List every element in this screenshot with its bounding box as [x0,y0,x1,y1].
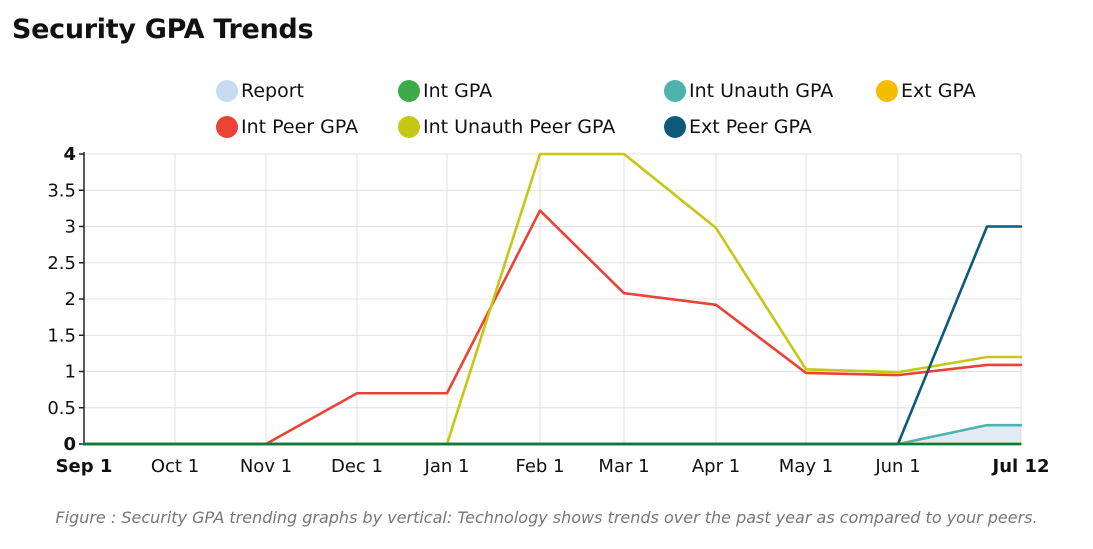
legend-item-report[interactable]: Report [216,80,304,102]
x-tick-label: Oct 1 [151,456,199,477]
y-tick-label: 3.5 [47,180,76,201]
legend-swatch-icon [398,80,420,102]
x-tick-label: Feb 1 [515,456,564,477]
legend-swatch-icon [664,116,686,138]
y-tick-label: 0 [63,434,76,455]
legend-label: Ext GPA [901,80,976,102]
series-int-peer-gpa-line [82,209,1023,446]
figure-caption: Figure : Security GPA trending graphs by… [55,508,1038,527]
legend-item-int-unauth-gpa[interactable]: Int Unauth GPA [664,80,833,102]
legend-swatch-icon [664,80,686,102]
y-tick-label: 0.5 [47,398,76,419]
x-tick-label: Mar 1 [598,456,649,477]
legend-item-ext-peer-gpa[interactable]: Ext Peer GPA [664,116,812,138]
x-tick-label: Apr 1 [692,456,740,477]
x-tick-label: Sep 1 [56,456,113,477]
legend-swatch-icon [876,80,898,102]
legend-label: Report [241,80,304,102]
legend-item-ext-gpa[interactable]: Ext GPA [876,80,976,102]
legend-swatch-icon [216,80,238,102]
gpa-trend-chart: 0 0.5 1 1.5 2 2.5 3 3.5 4 Sep 1 Oct 1 Nov 1 Dec 1 Jan… [47,144,1050,477]
legend-item-int-peer-gpa[interactable]: Int Peer GPA [216,116,358,138]
legend-item-int-gpa[interactable]: Int GPA [398,80,492,102]
legend-label: Int GPA [423,80,493,102]
page-title: Security GPA Trends [12,14,314,45]
legend-label: Int Unauth Peer GPA [423,116,616,138]
x-tick-label: Dec 1 [331,456,383,477]
y-tick-label: 4 [63,144,76,165]
legend-label: Ext Peer GPA [689,116,812,138]
x-tick-label: Nov 1 [240,456,292,477]
y-tick-label: 2.5 [47,253,76,274]
y-tick-label: 1 [65,362,76,383]
series-report-area [84,425,1021,444]
legend-label: Int Unauth GPA [689,80,834,102]
legend-swatch-icon [398,116,420,138]
x-tick-label: Jun 1 [874,456,920,477]
legend-item-int-unauth-peer-gpa[interactable]: Int Unauth Peer GPA [398,116,615,138]
y-tick-label: 3 [65,217,76,238]
grid [83,153,1022,445]
y-tick-label: 1.5 [47,325,76,346]
legend-label: Int Peer GPA [241,116,359,138]
x-tick-label: May 1 [779,456,833,477]
x-tick-label: Jul 12 [991,456,1050,477]
chart-legend: Report Int GPA Int Unauth GPA Ext GPA Int Pe… [0,0,1093,150]
y-tick-label: 2 [65,289,76,310]
legend-swatch-icon [216,116,238,138]
x-tick-label: Jan 1 [424,456,470,477]
series-int-unauth-gpa-line [82,423,1023,446]
